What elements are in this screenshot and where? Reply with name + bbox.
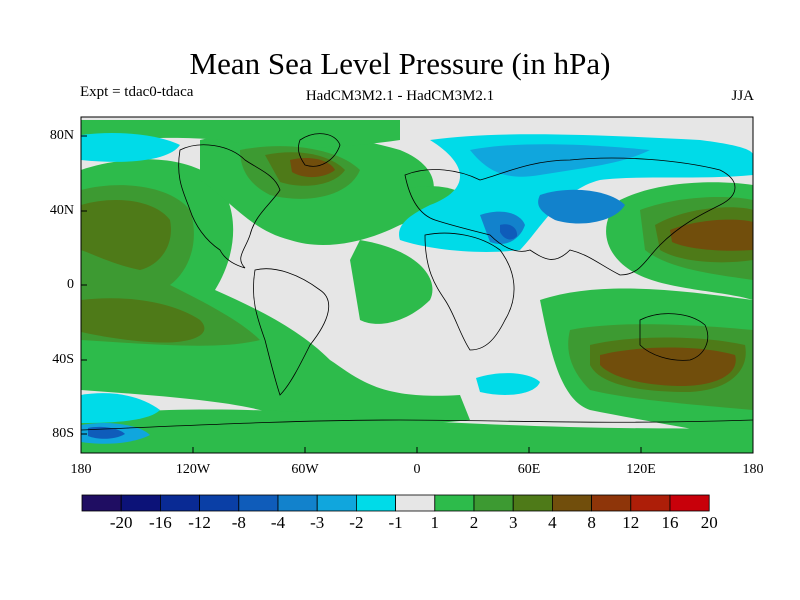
contour-blue-central-asia	[538, 189, 625, 224]
contour-cyan-southern-pacific	[81, 393, 160, 423]
colorbar-swatch-14	[630, 494, 671, 512]
colorbar-label: -3	[310, 513, 325, 532]
colorbar-label: 12	[622, 513, 640, 532]
contour-olive-se-pacific	[81, 298, 205, 343]
lat-label-40s: 40S	[52, 352, 74, 367]
coast-antarctica	[81, 419, 753, 431]
colorbar-swatch-6	[316, 494, 357, 512]
colorbar-label: -12	[188, 513, 211, 532]
coast-eurasia	[404, 157, 736, 276]
season-label: JJA	[731, 88, 754, 104]
lat-label-0: 0	[67, 277, 74, 292]
colorbar-label: -1	[388, 513, 403, 532]
colorbar-label: 3	[508, 513, 518, 532]
colorbar	[81, 494, 710, 512]
colorbar-swatch-7	[355, 494, 396, 512]
colorbar-label: -20	[109, 513, 133, 532]
colorbar-label: 20	[700, 513, 718, 532]
model-label: HadCM3M2.1 - HadCM3M2.1	[305, 88, 495, 104]
contour-brown-australia	[600, 347, 736, 386]
coastlines	[81, 133, 753, 431]
colorbar-label: 4	[548, 513, 557, 532]
colorbar-label: 2	[469, 513, 479, 532]
contour-brown-nw-pacific	[670, 219, 753, 251]
lon-label-180-east: 180	[742, 462, 764, 477]
colorbar-label: 16	[661, 513, 679, 532]
lon-label-180-west: 180	[70, 462, 92, 477]
colorbar-swatch-9	[434, 494, 475, 512]
colorbar-swatch-11	[512, 494, 553, 512]
lat-label-40n: 40N	[49, 203, 74, 218]
lon-label-60w: 60W	[291, 462, 319, 477]
colorbar-label: -8	[231, 513, 246, 532]
lon-label-120w: 120W	[175, 462, 211, 477]
lat-label-80n: 80N	[49, 128, 74, 143]
colorbar-swatch-8	[395, 494, 436, 512]
colorbar-swatch-2	[159, 494, 200, 512]
lat-label-80s: 80S	[52, 426, 74, 441]
colorbar-label: -16	[149, 513, 172, 532]
coast-africa	[424, 232, 515, 351]
colorbar-swatch-12	[552, 494, 593, 512]
colorbar-swatch-10	[473, 494, 514, 512]
lon-label-120e: 120E	[626, 462, 656, 477]
colorbar-label: -2	[349, 513, 364, 532]
contour-cyan-south-atlantic	[476, 373, 540, 395]
coast-north-america	[178, 144, 281, 269]
colorbar-swatch-1	[120, 494, 161, 512]
contour-green-south-atlantic	[350, 240, 433, 324]
coast-australia	[639, 313, 709, 361]
contour-olive-ne-pacific	[81, 200, 171, 270]
experiment-label: Expt = tdac0-tdaca	[80, 84, 194, 100]
pressure-field	[81, 117, 753, 453]
colorbar-swatch-0	[81, 494, 122, 512]
colorbar-label: 1	[430, 513, 440, 532]
colorbar-label: -4	[270, 513, 286, 532]
colorbar-label: 8	[587, 513, 596, 532]
contour-green-southern-ocean	[81, 409, 753, 453]
colorbar-swatch-5	[277, 494, 318, 512]
coast-greenland	[298, 133, 341, 167]
contour-green-arctic	[81, 120, 400, 148]
contour-brown-atlantic	[290, 158, 335, 178]
chart-title: Mean Sea Level Pressure (in hPa)	[189, 46, 611, 81]
contour-cyan-arctic-west	[81, 133, 180, 162]
lon-label-60e: 60E	[517, 462, 541, 477]
coast-south-america	[253, 268, 329, 396]
colorbar-swatch-13	[591, 494, 632, 512]
axis-ticks	[81, 135, 642, 453]
colorbar-swatch-3	[199, 494, 240, 512]
colorbar-swatch-15	[669, 494, 710, 512]
contour-darkblue-antarctic	[88, 426, 125, 439]
colorbar-swatch-4	[238, 494, 279, 512]
lon-label-0: 0	[413, 462, 421, 477]
contour-darkblue-gulf	[500, 224, 518, 240]
